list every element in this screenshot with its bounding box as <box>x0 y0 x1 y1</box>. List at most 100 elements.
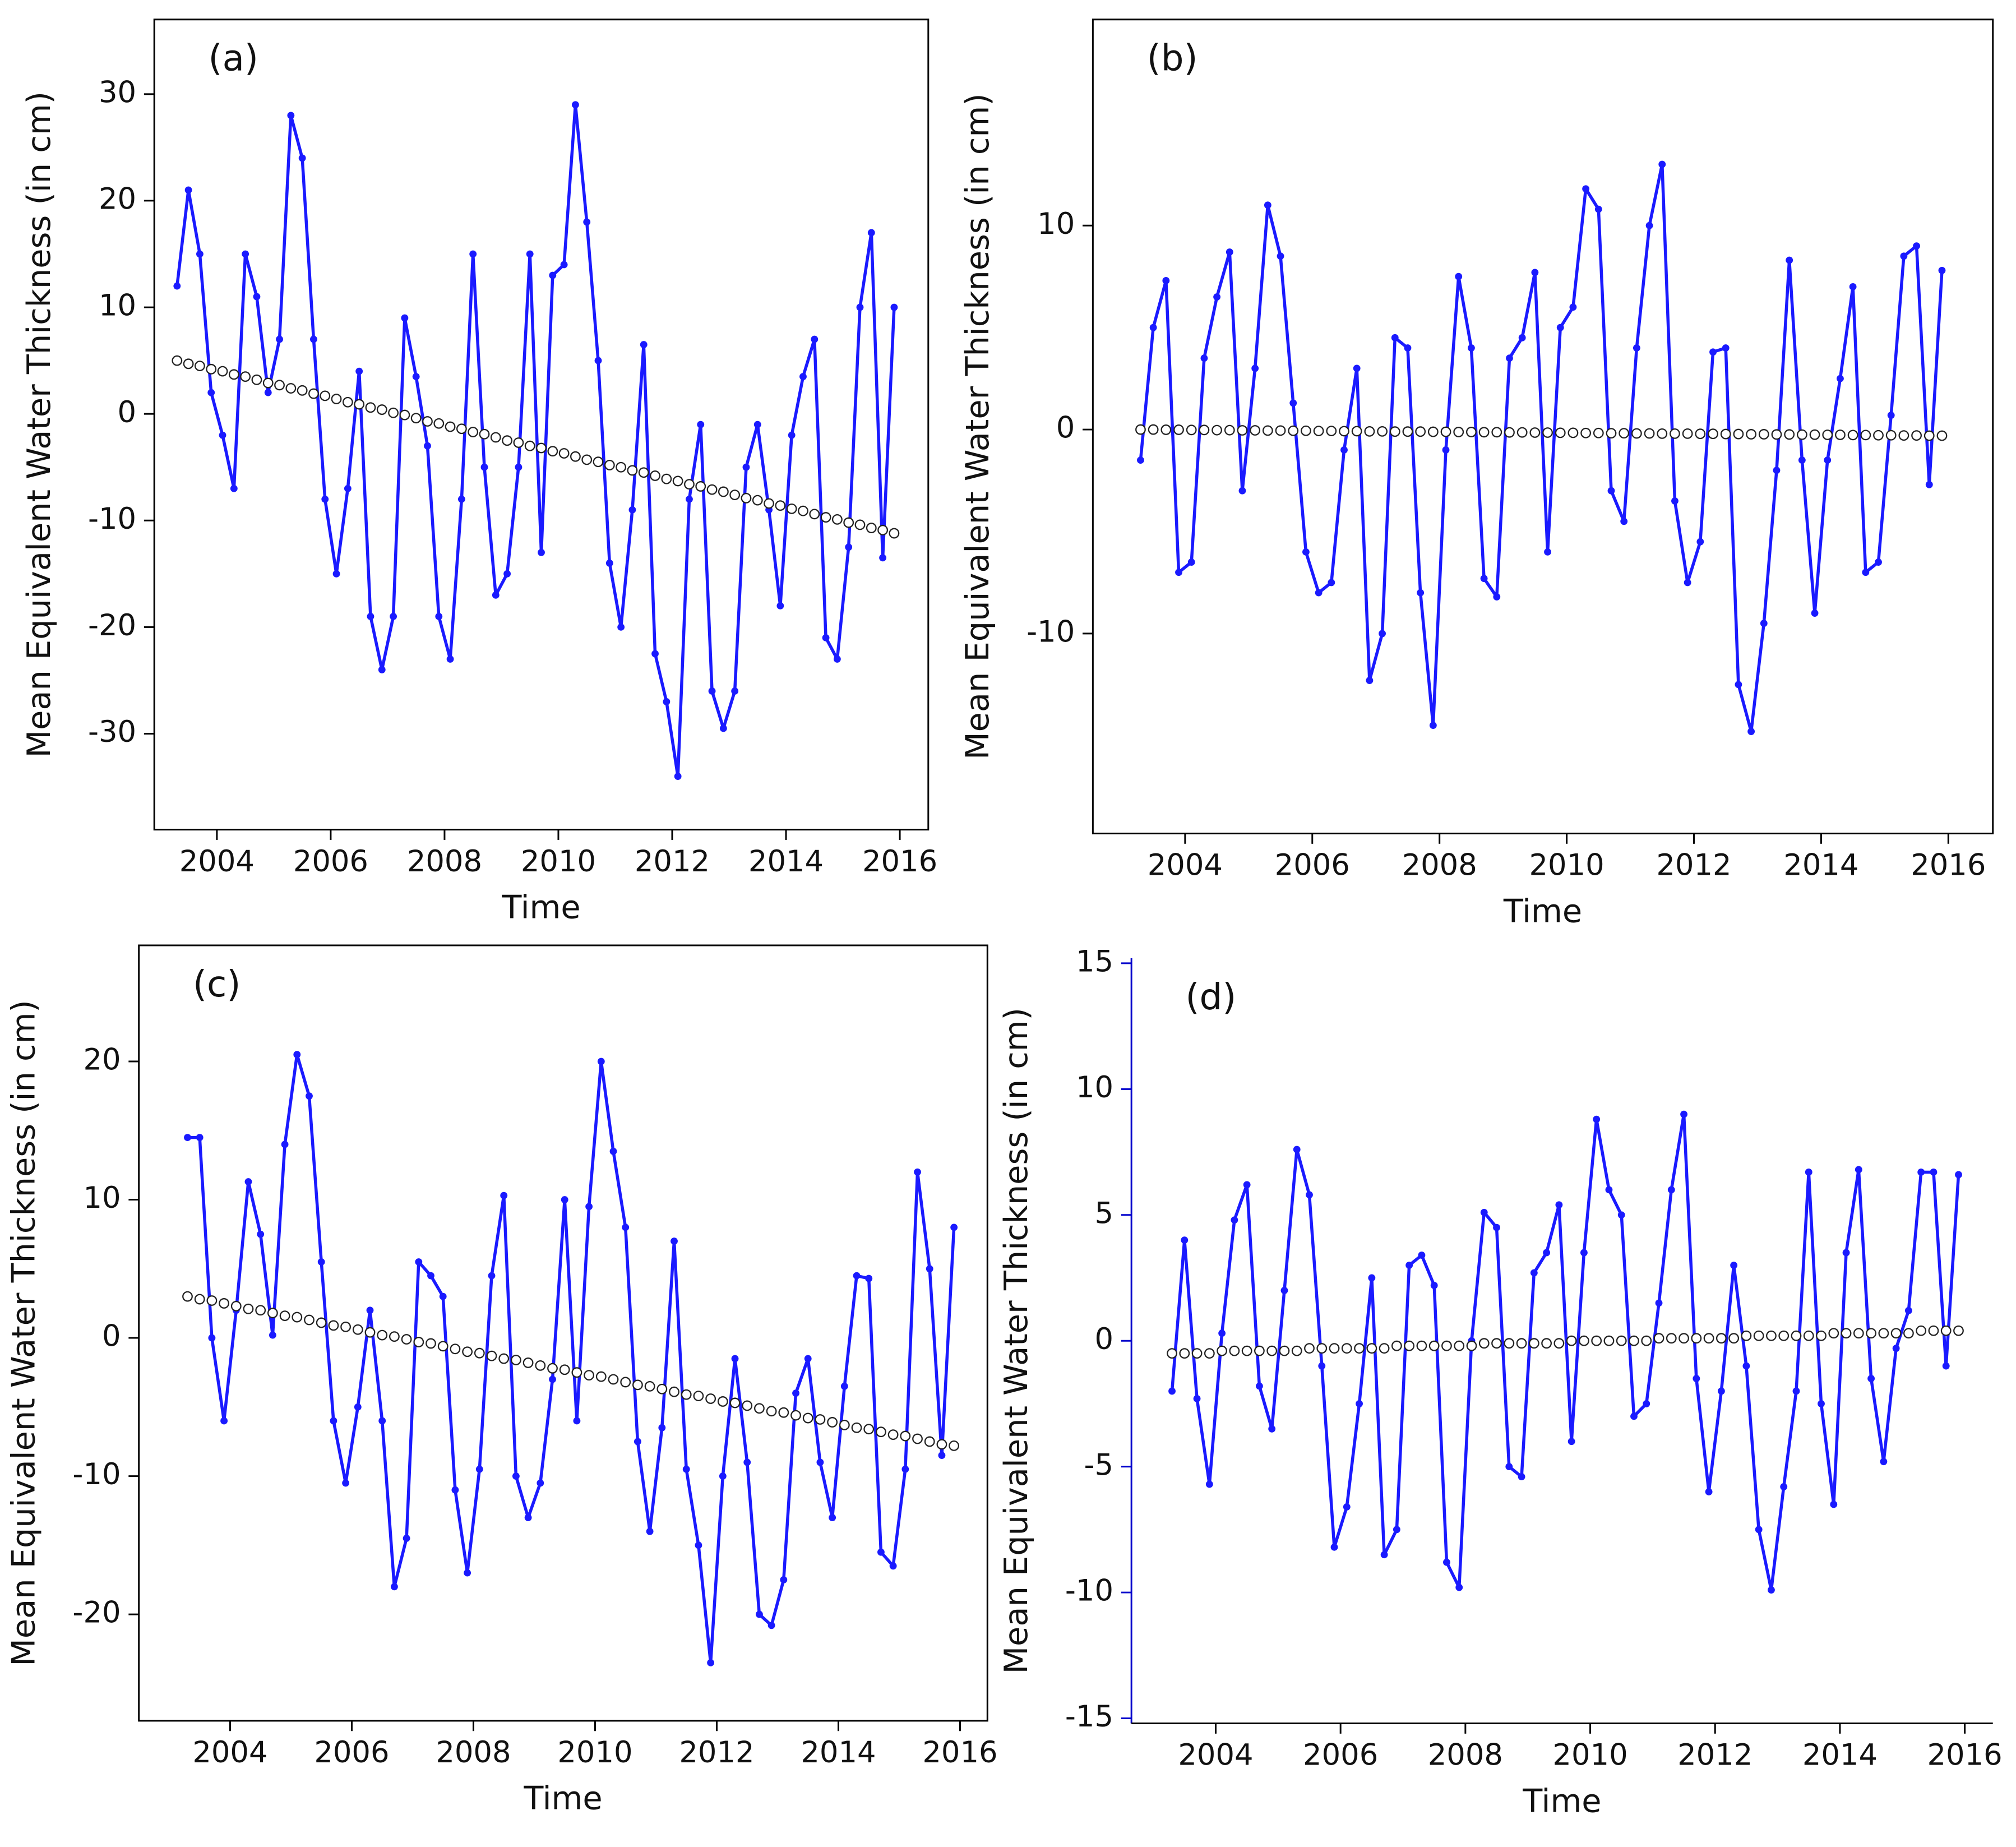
trend-point <box>1553 1338 1565 1349</box>
data-point <box>1543 1249 1551 1257</box>
trend-point <box>328 1320 339 1331</box>
data-point <box>242 250 249 258</box>
trend-point <box>1254 1345 1265 1356</box>
data-point <box>822 634 830 641</box>
data-point <box>1205 1480 1213 1488</box>
data-point <box>867 229 875 237</box>
x-axis-label: Time <box>1503 892 1582 930</box>
trend-point <box>206 363 217 375</box>
trend-point <box>741 492 752 504</box>
data-point <box>1913 242 1920 250</box>
trend-point <box>194 1294 205 1305</box>
data-point <box>390 612 397 620</box>
trend-point <box>1404 1340 1415 1351</box>
data-point <box>257 1230 265 1238</box>
trend-point <box>1466 1340 1477 1351</box>
data-point <box>1722 344 1730 352</box>
trend-point <box>889 528 900 539</box>
trend-point <box>535 1360 546 1371</box>
data-point <box>1289 399 1297 407</box>
data-point <box>1671 497 1679 505</box>
data-point <box>1243 1181 1251 1189</box>
data-point <box>1742 1362 1750 1370</box>
trend-point <box>1616 1335 1627 1346</box>
trend-point <box>1898 430 1909 441</box>
data-point <box>457 495 465 503</box>
trend-point <box>474 1347 485 1359</box>
y-tick-label: -20 <box>88 608 136 643</box>
data-point <box>682 1465 690 1473</box>
trend-point <box>1940 1325 1952 1336</box>
data-point <box>1556 324 1564 331</box>
trend-point <box>468 427 479 437</box>
y-tick-label: -10 <box>72 1457 121 1492</box>
trend-point <box>571 1367 582 1378</box>
trend-point <box>1453 427 1464 437</box>
data-point <box>938 1452 946 1460</box>
data-point <box>1417 589 1425 597</box>
trend-point <box>1873 430 1884 441</box>
trend-point <box>1389 426 1400 437</box>
data-point <box>1530 1269 1538 1277</box>
trend-point <box>1167 1348 1177 1359</box>
data-point <box>1480 575 1488 583</box>
data-point <box>1630 1412 1638 1420</box>
data-point <box>1255 1382 1263 1390</box>
data-point <box>877 1548 885 1556</box>
data-point <box>889 1562 897 1570</box>
data-point <box>1942 1362 1950 1370</box>
trend-point <box>1746 429 1757 440</box>
data-point <box>549 1375 556 1383</box>
data-point <box>1786 256 1793 264</box>
trend-point <box>1853 1328 1864 1339</box>
data-point <box>697 421 705 428</box>
trend-point <box>388 407 399 418</box>
trend-point <box>304 1314 315 1326</box>
data-point <box>1680 1110 1687 1118</box>
trend-point <box>1691 1333 1702 1344</box>
plot-frame <box>1092 19 1994 834</box>
trend-point <box>547 446 558 457</box>
y-tick-label: 10 <box>99 289 136 323</box>
data-point <box>1930 1169 1938 1176</box>
trend-point <box>644 1380 655 1392</box>
trend-point <box>831 514 843 525</box>
data-point <box>1315 589 1323 597</box>
trend-point <box>410 413 422 424</box>
data-point <box>853 1272 861 1280</box>
data-point <box>342 1479 350 1487</box>
data-point <box>469 250 477 258</box>
trend-point <box>1568 427 1579 438</box>
y-axis-label: Mean Equivalent Water Thickness (in cm) <box>959 93 996 759</box>
x-tick-label: 2010 <box>557 1735 632 1770</box>
trend-point <box>1491 1338 1502 1349</box>
data-point <box>1379 630 1386 638</box>
x-tick-label: 2004 <box>179 844 255 879</box>
data-point <box>1149 324 1157 331</box>
data-point <box>799 373 807 381</box>
trend-point <box>1478 427 1490 438</box>
trend-point <box>581 454 593 465</box>
data-point <box>1917 1169 1925 1176</box>
data-point <box>1837 375 1844 382</box>
panel-title: (c) <box>193 963 241 1005</box>
data-point <box>1792 1387 1800 1395</box>
data-point <box>1518 1473 1525 1481</box>
trend-point <box>1224 424 1235 436</box>
trend-point <box>228 369 239 380</box>
data-point <box>401 314 409 322</box>
trend-point <box>365 402 376 413</box>
data-point <box>207 389 215 396</box>
data-point <box>1306 1191 1313 1199</box>
trend-point <box>1629 1335 1639 1346</box>
data-point <box>488 1272 496 1280</box>
trend-point <box>742 1400 753 1411</box>
trend-point <box>1237 425 1248 436</box>
data-point <box>287 112 295 119</box>
trend-point <box>854 519 866 530</box>
data-point <box>1356 1400 1363 1407</box>
data-point <box>743 1458 751 1466</box>
data-point <box>1340 446 1348 454</box>
data-point <box>1594 205 1602 213</box>
data-point <box>1404 344 1412 352</box>
